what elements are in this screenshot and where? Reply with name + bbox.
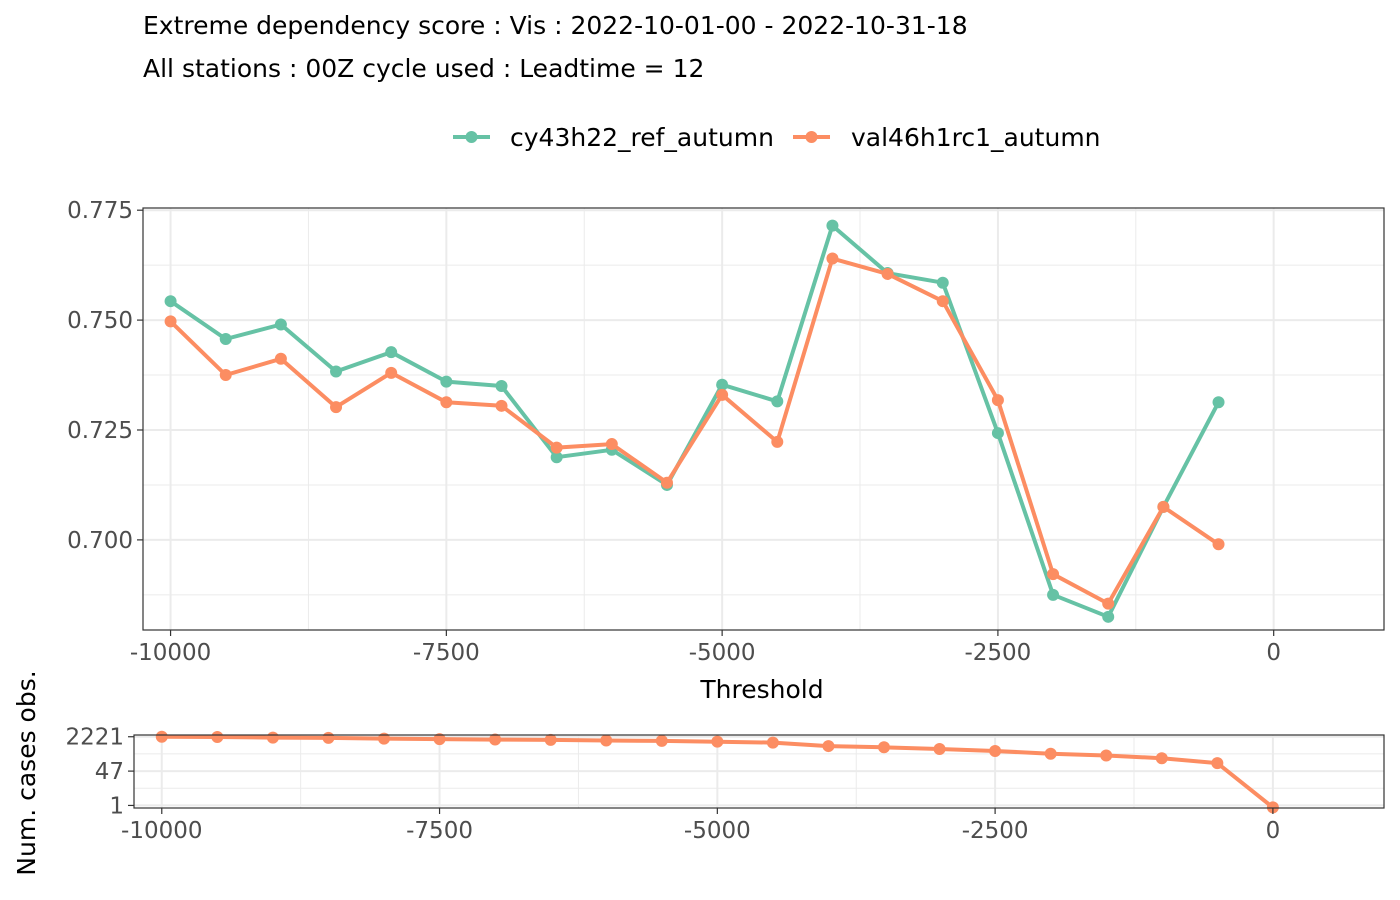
data-point-series-1 bbox=[330, 365, 343, 378]
legend-label-series-1: cy43h22_ref_autumn bbox=[510, 123, 774, 152]
series-line-1 bbox=[168, 223, 1221, 619]
data-point-series-1 bbox=[164, 295, 177, 308]
data-point-series-1 bbox=[544, 733, 557, 746]
data-point-series-1 bbox=[322, 731, 335, 744]
data-point-series-1 bbox=[826, 219, 839, 232]
data-point-series-1 bbox=[550, 451, 563, 464]
data-point-series-1 bbox=[600, 734, 613, 747]
y-tick-label: 0.750 bbox=[67, 308, 133, 334]
y-tick-label: 1 bbox=[109, 793, 124, 819]
data-point-series-1 bbox=[219, 332, 232, 345]
y-tick-label: 0.775 bbox=[67, 198, 133, 224]
y-tick-label: 0.725 bbox=[67, 418, 133, 444]
data-point-series-2 bbox=[605, 438, 618, 451]
data-point-series-2 bbox=[274, 352, 287, 365]
data-point-series-1 bbox=[878, 741, 890, 754]
data-point-series-1 bbox=[766, 736, 779, 749]
data-point-series-1 bbox=[1047, 588, 1060, 601]
x-tick-label: -2500 bbox=[964, 640, 1031, 666]
data-point-series-1 bbox=[936, 276, 949, 289]
data-point-series-1 bbox=[991, 427, 1004, 440]
data-point-series-2 bbox=[660, 476, 673, 489]
legend-item-series-2: val46h1rc1_autumn bbox=[793, 123, 1101, 152]
data-point-series-1 bbox=[989, 744, 1002, 757]
data-point-series-1 bbox=[771, 395, 784, 408]
data-point-series-1 bbox=[1044, 747, 1057, 760]
data-point-series-2 bbox=[385, 366, 398, 379]
data-point-series-2 bbox=[1157, 500, 1170, 513]
y-axis-title-cases: Num. cases obs. bbox=[12, 670, 41, 875]
data-point-series-1 bbox=[274, 318, 287, 331]
data-point-series-1 bbox=[1212, 396, 1225, 409]
data-point-series-2 bbox=[881, 267, 894, 280]
data-point-series-1 bbox=[489, 733, 502, 746]
data-point-series-1 bbox=[1102, 610, 1115, 623]
data-point-series-1 bbox=[266, 731, 279, 744]
data-point-series-2 bbox=[330, 401, 343, 414]
x-tick-label: -10000 bbox=[121, 818, 202, 844]
legend: cy43h22_ref_autumn val46h1rc1_autumn bbox=[453, 123, 1101, 152]
legend-label-series-2: val46h1rc1_autumn bbox=[851, 123, 1101, 152]
x-tick-label: -10000 bbox=[130, 640, 211, 666]
data-point-series-2 bbox=[936, 295, 949, 308]
data-point-series-2 bbox=[1047, 568, 1060, 581]
chart-subtitle: All stations : 00Z cycle used : Leadtime… bbox=[143, 54, 704, 83]
data-point-series-2 bbox=[219, 369, 232, 382]
data-point-series-1 bbox=[495, 380, 508, 393]
data-point-series-1 bbox=[1155, 752, 1168, 765]
y-tick-label: 47 bbox=[95, 759, 124, 785]
data-point-series-2 bbox=[164, 315, 177, 328]
main-panel: -10000 -7500 -5000 -2500 0 0.700 0.725 0.750 0.7… bbox=[67, 198, 1385, 666]
legend-key-point-series-2 bbox=[805, 131, 818, 143]
data-point-series-2 bbox=[1102, 597, 1115, 610]
x-tick-label: -7500 bbox=[413, 640, 480, 666]
data-point-series-2 bbox=[1212, 538, 1225, 551]
data-point-series-1 bbox=[1211, 757, 1224, 770]
x-tick-label: -5000 bbox=[684, 818, 751, 844]
panel-border bbox=[142, 207, 1385, 631]
data-point-series-1 bbox=[440, 375, 453, 388]
y-tick-label: 0.700 bbox=[67, 528, 133, 554]
legend-key-point-series-1 bbox=[465, 131, 478, 143]
data-point-series-2 bbox=[771, 435, 784, 448]
data-point-series-1 bbox=[711, 735, 724, 748]
series-line-2 bbox=[168, 256, 1221, 606]
x-tick-label: 0 bbox=[1266, 640, 1281, 666]
data-point-series-1 bbox=[822, 740, 835, 753]
data-point-series-2 bbox=[550, 441, 563, 454]
x-tick-label: -2500 bbox=[962, 818, 1029, 844]
data-point-series-2 bbox=[826, 252, 839, 265]
data-point-series-2 bbox=[991, 394, 1004, 407]
chart-title: Extreme dependency score : Vis : 2022-10… bbox=[143, 11, 968, 40]
data-point-series-2 bbox=[440, 396, 453, 409]
data-point-series-2 bbox=[716, 388, 729, 401]
legend-item-series-1: cy43h22_ref_autumn bbox=[453, 123, 774, 152]
data-point-series-1 bbox=[433, 733, 446, 746]
data-point-series-1 bbox=[155, 730, 168, 743]
panel-background bbox=[143, 208, 1384, 630]
x-axis-title: Threshold bbox=[699, 675, 823, 704]
data-point-series-1 bbox=[211, 731, 224, 744]
data-point-series-1 bbox=[716, 378, 729, 391]
x-tick-label: 0 bbox=[1266, 818, 1281, 844]
data-point-series-1 bbox=[385, 346, 398, 359]
data-point-series-1 bbox=[1100, 749, 1113, 762]
data-point-series-1 bbox=[378, 732, 390, 745]
cases-panel: -10000 -7500 -5000 -2500 0 1 47 2221 bbox=[65, 725, 1385, 844]
data-point-series-1 bbox=[655, 734, 668, 747]
x-tick-label: -5000 bbox=[689, 640, 756, 666]
y-tick-label: 2221 bbox=[65, 725, 124, 751]
data-point-series-1 bbox=[933, 743, 946, 756]
data-point-series-2 bbox=[495, 399, 508, 412]
x-tick-label: -7500 bbox=[406, 818, 473, 844]
